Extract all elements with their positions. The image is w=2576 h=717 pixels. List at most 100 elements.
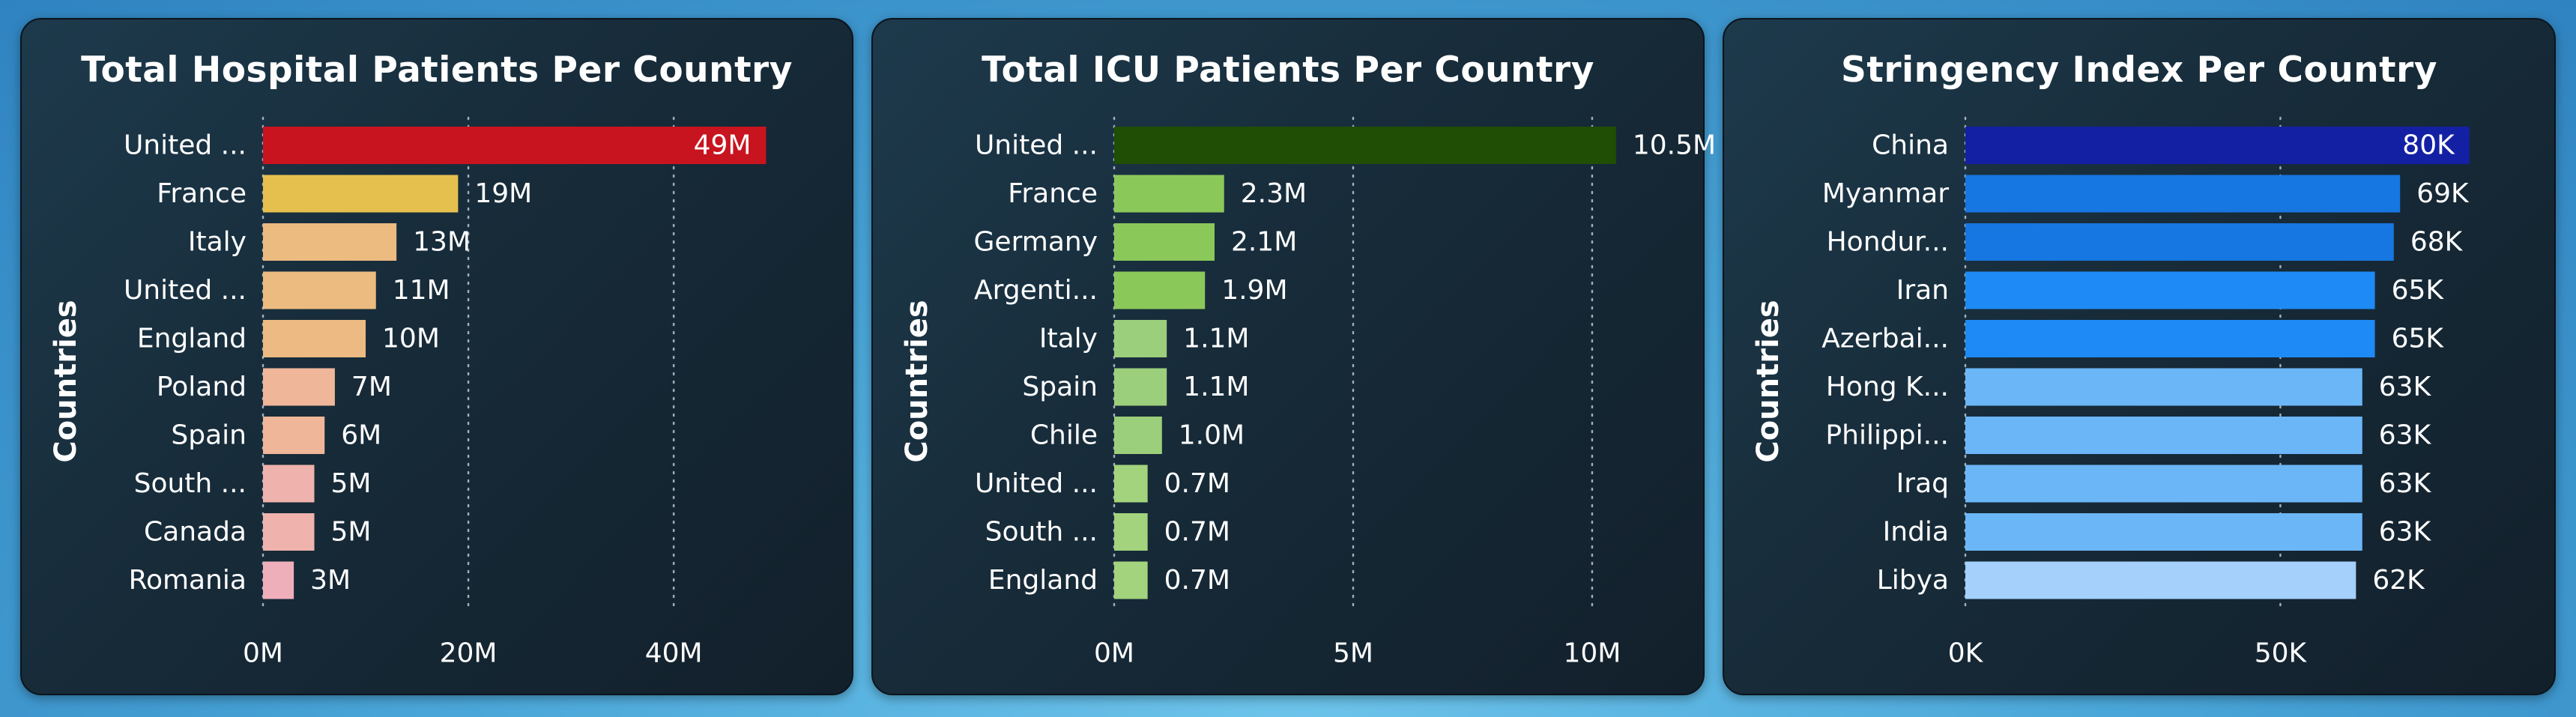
data-label: 80K — [2402, 130, 2455, 161]
bar[interactable] — [1114, 175, 1224, 213]
bar[interactable] — [1965, 127, 2470, 164]
category-label: Myanmar — [1822, 178, 1949, 209]
data-label: 2.1M — [1231, 227, 1297, 258]
hospital-patients-panel: Total Hospital Patients Per Country Coun… — [20, 18, 853, 695]
data-label: 5M — [331, 517, 372, 548]
category-label: United ... — [124, 130, 247, 161]
category-label: Chile — [1030, 420, 1098, 451]
data-label: 0.7M — [1164, 468, 1230, 499]
bar[interactable] — [263, 513, 315, 551]
chart-title: Total Hospital Patients Per Country — [81, 49, 793, 91]
bar[interactable] — [1114, 513, 1148, 551]
x-tick-label: 50K — [2255, 638, 2308, 669]
category-label: Libya — [1877, 565, 1949, 596]
category-label: Canada — [144, 517, 247, 548]
bar[interactable] — [1965, 513, 2362, 551]
bar[interactable] — [1965, 368, 2362, 406]
category-label: India — [1883, 517, 1949, 548]
data-label: 63K — [2379, 468, 2432, 499]
bar[interactable] — [1965, 417, 2362, 454]
bar[interactable] — [1114, 223, 1215, 261]
bar[interactable] — [263, 223, 397, 261]
bar[interactable] — [263, 271, 376, 309]
bar[interactable] — [1965, 175, 2401, 213]
data-label: 1.1M — [1183, 372, 1249, 402]
bar[interactable] — [263, 368, 335, 406]
bar[interactable] — [263, 175, 459, 213]
data-label: 62K — [2372, 565, 2425, 596]
icu-bar-chart: United ... 10.5M France 2.3M Germany 2.1M Arge… — [974, 116, 1716, 669]
data-label: 11M — [393, 275, 450, 306]
bar[interactable] — [1114, 368, 1167, 406]
category-label: Poland — [157, 372, 247, 402]
category-label: Italy — [188, 227, 247, 258]
x-tick-label: 0M — [243, 638, 283, 669]
bar[interactable] — [1965, 223, 2394, 261]
data-label: 63K — [2379, 420, 2432, 451]
data-label: 0.7M — [1164, 517, 1230, 548]
bar[interactable] — [1114, 561, 1148, 599]
bar[interactable] — [1965, 561, 2356, 599]
x-tick-label: 0M — [1094, 638, 1134, 669]
category-label: Argenti... — [974, 275, 1098, 306]
data-label: 3M — [310, 565, 351, 596]
category-label: England — [988, 565, 1098, 596]
category-label: Spain — [1022, 372, 1098, 402]
data-label: 1.9M — [1221, 275, 1287, 306]
data-label: 68K — [2410, 227, 2464, 258]
x-tick-label: 20M — [440, 638, 498, 669]
x-tick-label: 0K — [1948, 638, 1984, 669]
data-label: 63K — [2379, 517, 2432, 548]
bar[interactable] — [1114, 127, 1616, 164]
category-label: China — [1872, 130, 1949, 161]
category-label: United ... — [124, 275, 247, 306]
category-label: Azerbai... — [1821, 324, 1949, 354]
data-label: 1.1M — [1183, 324, 1249, 354]
category-label: Philippi... — [1825, 420, 1949, 451]
stringency-index-panel: Stringency Index Per Country Countries C… — [1723, 18, 2556, 695]
hospital-bar-chart: United ... 49M France 19M Italy 13M United ...… — [124, 116, 767, 669]
category-label: Germany — [974, 227, 1098, 258]
category-label: United ... — [975, 468, 1098, 499]
data-label: 7M — [351, 372, 392, 402]
category-label: United ... — [975, 130, 1098, 161]
chart-title: Total ICU Patients Per Country — [982, 49, 1594, 91]
bar[interactable] — [263, 320, 366, 357]
x-tick-label: 5M — [1333, 638, 1373, 669]
icu-patients-panel: Total ICU Patients Per Country Countries… — [871, 18, 1716, 695]
bar[interactable] — [1965, 320, 2375, 357]
category-label: Spain — [171, 420, 247, 451]
x-tick-label: 40M — [645, 638, 703, 669]
data-label: 2.3M — [1241, 178, 1307, 209]
bar[interactable] — [1965, 271, 2375, 309]
data-label: 10M — [382, 324, 440, 354]
data-label: 10.5M — [1633, 130, 1716, 161]
bar[interactable] — [1965, 465, 2362, 503]
category-label: France — [157, 178, 247, 209]
bar[interactable] — [1114, 417, 1162, 454]
bar[interactable] — [1114, 320, 1167, 357]
bar[interactable] — [263, 561, 294, 599]
category-label: Iraq — [1896, 468, 1949, 499]
category-label: Hondur... — [1827, 227, 1949, 258]
data-label: 1.0M — [1179, 420, 1245, 451]
x-tick-label: 10M — [1563, 638, 1621, 669]
data-label: 49M — [694, 130, 752, 161]
bar[interactable] — [263, 465, 315, 503]
category-label: Iran — [1896, 275, 1949, 306]
category-label: Italy — [1039, 324, 1098, 354]
data-label: 13M — [413, 227, 471, 258]
chart-title: Stringency Index Per Country — [1841, 49, 2437, 91]
data-label: 65K — [2392, 324, 2445, 354]
category-label: South ... — [134, 468, 247, 499]
data-label: 19M — [474, 178, 532, 209]
data-label: 63K — [2379, 372, 2432, 402]
bar[interactable] — [1114, 465, 1148, 503]
category-label: France — [1008, 178, 1098, 209]
category-label: England — [137, 324, 247, 354]
data-label: 69K — [2416, 178, 2470, 209]
category-label: South ... — [985, 517, 1098, 548]
bar[interactable] — [263, 417, 325, 454]
bar[interactable] — [263, 127, 767, 164]
bar[interactable] — [1114, 271, 1206, 309]
